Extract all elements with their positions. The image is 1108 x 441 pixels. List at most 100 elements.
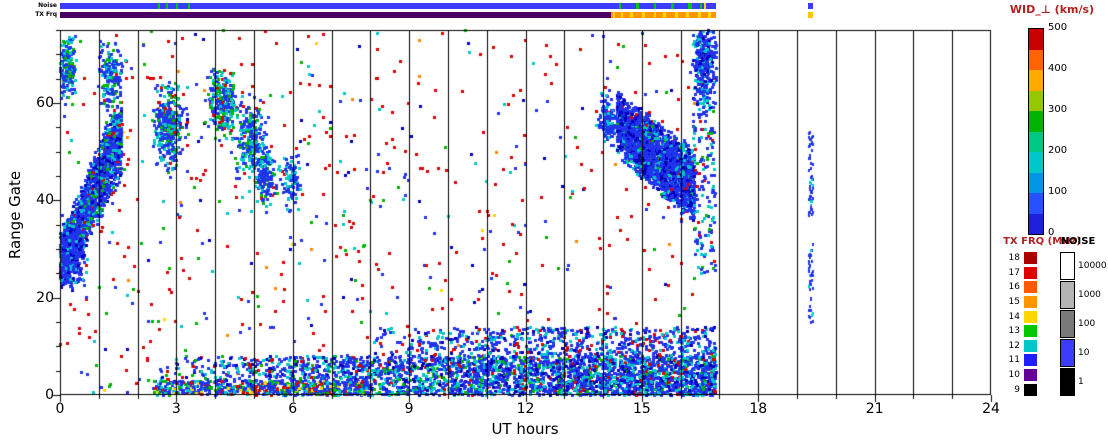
x-tick-label: 0 bbox=[55, 401, 65, 417]
txfrq-legend-swatch bbox=[1024, 296, 1037, 309]
txfrq-strip-segment bbox=[641, 12, 645, 18]
noise-strip-segment bbox=[636, 3, 639, 9]
noise-legend-value: 10 bbox=[1078, 348, 1090, 359]
noise-strip-segment bbox=[688, 3, 692, 9]
txfrq-legend-swatch bbox=[1024, 369, 1037, 382]
x-tick-label: 3 bbox=[171, 401, 181, 417]
colorbar-segment bbox=[1029, 111, 1043, 132]
txfrq-legend-swatch bbox=[1024, 310, 1037, 323]
noise-legend-swatch bbox=[1060, 280, 1075, 309]
txfrq-strip-segment bbox=[612, 12, 616, 18]
noise-legend-value: 10000 bbox=[1078, 260, 1107, 271]
colorbar-tick-label: 500 bbox=[1048, 22, 1068, 33]
noise-strip-segment bbox=[703, 3, 707, 9]
noise-legend-swatch bbox=[1060, 339, 1075, 368]
x-tick-label: 12 bbox=[516, 401, 535, 417]
noise-legend-swatch bbox=[1060, 309, 1075, 338]
noise-legend-swatch bbox=[1060, 251, 1075, 280]
txfrq-strip-segment bbox=[807, 12, 814, 18]
y-tick-label: 60 bbox=[36, 95, 54, 111]
txfrq-legend: 18 17 16 15 14 13 12 11 10 9 bbox=[1000, 251, 1037, 397]
noise-legend-row: 1000 bbox=[1060, 280, 1107, 309]
txfrq-strip-label: TX Frq bbox=[35, 11, 57, 18]
txfrq-legend-title: TX FRQ (MHz) bbox=[1003, 236, 1081, 247]
noise-legend-row: 100 bbox=[1060, 309, 1107, 338]
txfrq-strip-segment bbox=[630, 12, 634, 18]
txfrq-legend-row: 9 bbox=[1000, 382, 1037, 397]
colorbar-segment bbox=[1029, 131, 1043, 152]
colorbar-segment bbox=[1029, 213, 1043, 234]
txfrq-legend-row: 11 bbox=[1000, 353, 1037, 368]
noise-legend-value: 1 bbox=[1078, 377, 1084, 388]
y-tick-label: 40 bbox=[36, 192, 54, 209]
txfrq-legend-value: 12 bbox=[1008, 340, 1020, 351]
txfrq-strip-segment bbox=[60, 12, 611, 18]
noise-legend-row: 10000 bbox=[1060, 251, 1107, 280]
colorbar-segment bbox=[1029, 29, 1043, 50]
txfrq-legend-row: 10 bbox=[1000, 368, 1037, 383]
txfrq-legend-row: 12 bbox=[1000, 339, 1037, 354]
noise-strip-segment bbox=[175, 3, 178, 9]
txfrq-legend-row: 18 bbox=[1000, 251, 1037, 266]
txfrq-legend-swatch bbox=[1024, 383, 1037, 396]
txfrq-legend-row: 17 bbox=[1000, 266, 1037, 281]
txfrq-legend-value: 15 bbox=[1008, 297, 1020, 308]
colorbar-segment bbox=[1029, 70, 1043, 91]
x-tick-label: 21 bbox=[865, 401, 884, 417]
txfrq-legend-swatch bbox=[1024, 266, 1037, 279]
x-axis-label: UT hours bbox=[491, 420, 559, 438]
txfrq-legend-value: 10 bbox=[1008, 370, 1020, 381]
txfrq-strip-segment bbox=[663, 12, 666, 18]
txfrq-legend-row: 13 bbox=[1000, 324, 1037, 339]
colorbar-segment bbox=[1029, 172, 1043, 193]
colorbar-segment bbox=[1029, 152, 1043, 173]
y-axis-label: Range Gate bbox=[6, 170, 24, 260]
txfrq-strip-segment bbox=[674, 12, 678, 18]
noise-legend-row: 10 bbox=[1060, 339, 1107, 368]
colorbar-tick-label: 300 bbox=[1048, 104, 1068, 115]
txfrq-legend-value: 18 bbox=[1008, 253, 1020, 264]
txfrq-strip-segment bbox=[620, 12, 624, 18]
colorbar-tick-label: 400 bbox=[1048, 63, 1068, 74]
colorbar-tick-label: 0 bbox=[1048, 227, 1055, 238]
txfrq-legend-swatch bbox=[1024, 325, 1037, 338]
txfrq-legend-value: 14 bbox=[1008, 311, 1020, 322]
x-tick-label: 18 bbox=[749, 401, 768, 417]
txfrq-strip-segment bbox=[686, 12, 690, 18]
rti-plot-canvas bbox=[50, 22, 1000, 404]
colorbar-tick-label: 200 bbox=[1048, 145, 1068, 156]
txfrq-legend-row: 14 bbox=[1000, 309, 1037, 324]
noise-legend-row: 1 bbox=[1060, 368, 1107, 397]
noise-strip-segment bbox=[60, 3, 716, 9]
noise-strip-segment bbox=[807, 3, 814, 9]
txfrq-legend-swatch bbox=[1024, 354, 1037, 367]
noise-strip-segment bbox=[618, 3, 621, 9]
x-tick-label: 6 bbox=[288, 401, 298, 417]
colorbar-tick-label: 100 bbox=[1048, 186, 1068, 197]
colorbar bbox=[1028, 28, 1044, 235]
txfrq-legend-swatch bbox=[1024, 252, 1037, 265]
colorbar-segment bbox=[1029, 193, 1043, 214]
noise-legend-title: NOISE bbox=[1060, 236, 1096, 247]
y-tick-label: 20 bbox=[36, 289, 54, 306]
txfrq-legend-value: 11 bbox=[1008, 355, 1020, 366]
txfrq-strip-segment bbox=[698, 12, 701, 18]
x-tick-label: 24 bbox=[982, 401, 1000, 417]
txfrq-legend-row: 15 bbox=[1000, 295, 1037, 310]
txfrq-legend-value: 17 bbox=[1008, 267, 1020, 278]
noise-strip-segment bbox=[165, 3, 168, 9]
colorbar-title: WID_⊥ (km/s) bbox=[1009, 3, 1095, 16]
noise-strip-segment bbox=[157, 3, 161, 9]
txfrq-strip bbox=[60, 12, 991, 18]
noise-strip-segment bbox=[653, 3, 657, 9]
noise-strip-label: Noise bbox=[38, 2, 57, 9]
txfrq-legend-row: 16 bbox=[1000, 280, 1037, 295]
noise-legend-value: 1000 bbox=[1078, 289, 1101, 300]
noise-strip-segment bbox=[700, 3, 703, 9]
noise-strip-segment bbox=[188, 3, 191, 9]
noise-strip-segment bbox=[670, 3, 674, 9]
noise-legend-value: 100 bbox=[1078, 318, 1096, 329]
x-tick-label: 9 bbox=[404, 401, 414, 417]
noise-legend: 10000 1000 100 10 1 bbox=[1060, 251, 1107, 397]
